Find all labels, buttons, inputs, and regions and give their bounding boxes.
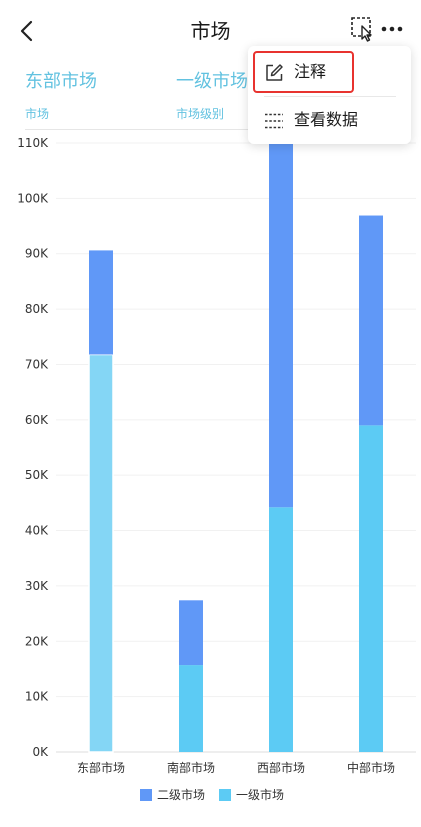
menu-item-label: 查看数据 xyxy=(294,110,359,129)
y-tick-label: 110K xyxy=(17,136,49,150)
x-axis-labels: 东部市场 南部市场 西部市场 中部市场 xyxy=(77,760,395,775)
bar-secondary-0[interactable] xyxy=(89,250,113,355)
y-tick-label: 10K xyxy=(25,690,49,704)
x-tick-label: 东部市场 xyxy=(77,760,125,775)
y-tick-label: 100K xyxy=(17,191,49,205)
menu-divider xyxy=(264,96,396,97)
y-tick-label: 30K xyxy=(25,579,49,593)
x-tick-label: 中部市场 xyxy=(347,760,395,775)
legend-label: 二级市场 xyxy=(157,788,206,802)
y-tick-label: 40K xyxy=(25,524,49,538)
context-menu: 注释 查看数据 xyxy=(248,46,411,144)
bar-secondary-1[interactable] xyxy=(179,600,203,666)
menu-item-annotate[interactable]: 注释 xyxy=(248,50,411,96)
x-tick-label: 南部市场 xyxy=(167,760,215,775)
bar-primary-2[interactable] xyxy=(269,507,293,752)
legend-swatch xyxy=(219,789,231,801)
summary-value: 东部市场 xyxy=(25,71,97,92)
y-tick-label: 50K xyxy=(25,468,49,482)
bars xyxy=(88,143,383,753)
x-tick-label: 西部市场 xyxy=(257,760,305,775)
menu-item-view-data[interactable]: 查看数据 xyxy=(248,98,411,144)
menu-item-label: 注释 xyxy=(294,62,327,81)
summary-value: 一级市场 xyxy=(176,71,248,92)
back-icon[interactable] xyxy=(14,17,40,45)
more-icon[interactable] xyxy=(381,24,403,34)
summary-label: 市场 xyxy=(25,107,50,121)
bar-primary-0[interactable] xyxy=(88,353,114,753)
summary-divider xyxy=(25,129,397,130)
y-tick-label: 60K xyxy=(25,413,49,427)
y-tick-label: 80K xyxy=(25,302,49,316)
list-icon xyxy=(265,113,283,129)
y-axis-ticks: 0K 10K 20K 30K 40K 50K 60K 70K 80K 90K 100K 110K xyxy=(17,136,49,759)
summary-market-level: 一级市场 市场级别 xyxy=(176,70,248,122)
legend-label: 一级市场 xyxy=(236,788,285,802)
summary-label: 市场级别 xyxy=(176,107,225,121)
legend: 二级市场 一级市场 xyxy=(0,786,421,804)
y-tick-label: 20K xyxy=(25,634,49,648)
y-tick-label: 90K xyxy=(25,247,49,261)
legend-swatch xyxy=(140,789,152,801)
edit-icon xyxy=(266,64,283,81)
bar-secondary-2[interactable] xyxy=(269,143,293,508)
select-region-icon[interactable] xyxy=(350,16,376,42)
bar-primary-3[interactable] xyxy=(359,425,383,752)
y-tick-label: 70K xyxy=(25,357,49,371)
bar-primary-1[interactable] xyxy=(179,665,203,752)
y-tick-label: 0K xyxy=(32,745,49,759)
summary-market: 东部市场 市场 xyxy=(25,70,97,122)
bar-secondary-3[interactable] xyxy=(359,215,383,426)
